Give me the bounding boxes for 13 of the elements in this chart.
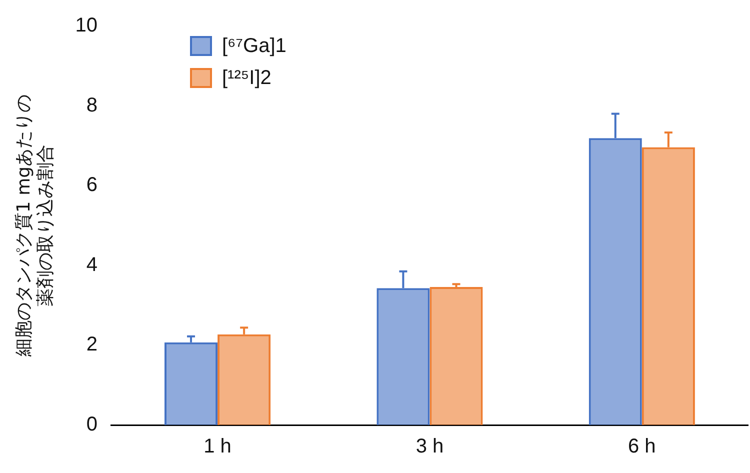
y-tick-label: 2 — [86, 334, 98, 356]
x-tick-label: 3 h — [416, 436, 444, 458]
legend-label: [⁶⁷Ga]1 — [222, 34, 286, 58]
y-axis-title: 細胞のタンパク質1 mgあたりの薬剤の取り込み割合 — [13, 94, 56, 358]
x-tick-label: 1 h — [204, 436, 232, 458]
y-tick-label: 6 — [86, 174, 98, 196]
y-tick-label: 4 — [86, 254, 98, 276]
x-tick-label: 6 h — [628, 436, 656, 458]
y-tick-label: 8 — [86, 94, 98, 116]
bar — [430, 286, 483, 425]
y-tick-label: 10 — [75, 14, 98, 37]
legend-label: [¹²⁵I]2 — [222, 66, 272, 90]
y-tick-label: 0 — [86, 414, 98, 436]
